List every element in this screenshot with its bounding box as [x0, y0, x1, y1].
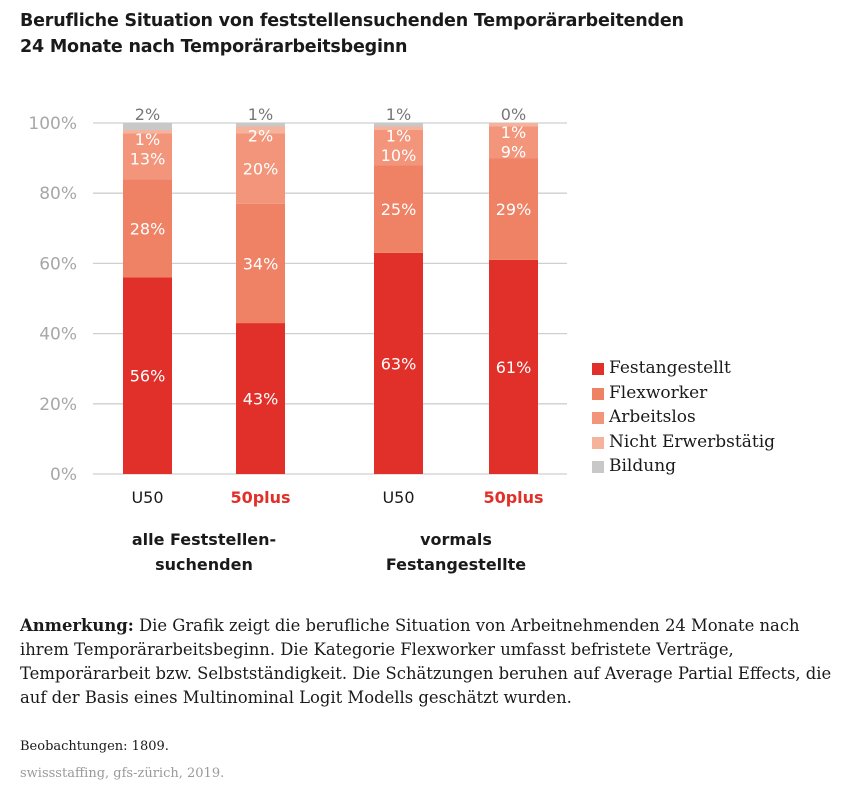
legend-item: Bildung: [592, 454, 775, 479]
bars: [123, 123, 538, 474]
legend-item: Flexworker: [592, 381, 775, 406]
bar-segment-bildung: [236, 123, 285, 127]
legend-swatch: [592, 461, 604, 474]
data-label: 1%: [386, 127, 411, 146]
legend-swatch: [592, 436, 604, 449]
data-label: 43%: [243, 390, 279, 409]
bar-segment-arbeitslos: [489, 126, 538, 159]
legend-label: Bildung: [609, 456, 677, 477]
source-credit: swissstaffing, gfs-zürich, 2019.: [20, 766, 225, 781]
legend-label: Nicht Erwerbstätig: [609, 431, 776, 452]
bar-segment-nicht-erwerbstätig: [236, 126, 285, 134]
y-tick-label: 20%: [39, 395, 77, 415]
bar-segment-arbeitslos: [123, 133, 172, 180]
x-axis-labels: U50 50plus U50 50plus alle Feststellen-suche…: [131, 488, 543, 574]
legend-item: Arbeitslos: [592, 405, 775, 430]
x-category-label: U50: [131, 488, 163, 507]
bar-segment-flexworker: [236, 203, 285, 324]
bar-segment-nicht-erwerbstätig: [489, 123, 538, 127]
data-label: 56%: [130, 367, 166, 386]
bar-segment-bildung: [123, 123, 172, 131]
note-text: Die Grafik zeigt die berufliche Situatio…: [20, 616, 832, 707]
data-label: 10%: [381, 146, 417, 165]
data-label: 9%: [501, 143, 526, 162]
legend-item: Nicht Erwerbstätig: [592, 430, 775, 455]
x-category-label: U50: [382, 488, 414, 507]
bar-segment-arbeitslos: [374, 130, 423, 166]
bar-segment-flexworker: [489, 158, 538, 260]
legend-label: Arbeitslos: [609, 407, 696, 428]
data-label: 0%: [501, 105, 526, 124]
legend-item: Festangestellt: [592, 356, 775, 381]
y-tick-label: 100%: [28, 114, 77, 134]
y-tick-label: 40%: [39, 325, 77, 345]
data-label: 20%: [243, 160, 279, 179]
data-label: 34%: [243, 254, 279, 273]
y-tick-label: 80%: [39, 184, 77, 204]
legend-swatch: [592, 363, 604, 376]
x-group-label-line2: Festangestellte: [386, 555, 526, 574]
legend-swatch: [592, 387, 604, 400]
y-tick-label: 0%: [50, 465, 77, 485]
data-label: 1%: [501, 123, 526, 142]
data-label: 25%: [381, 200, 417, 219]
note-label: Anmerkung:: [20, 616, 134, 635]
data-label: 29%: [496, 200, 532, 219]
bar-segment-flexworker: [374, 165, 423, 253]
legend-label: Festangestellt: [609, 358, 731, 379]
data-label: 61%: [496, 358, 532, 377]
data-label: 13%: [130, 150, 166, 169]
x-group-label-line1: alle Feststellen-: [132, 530, 276, 549]
data-labels: 56%28%13%1%2%43%34%20%2%1%63%25%10%1%1%6…: [130, 105, 532, 409]
data-label: 2%: [248, 127, 273, 146]
data-label: 1%: [386, 105, 411, 124]
data-label: 1%: [248, 105, 273, 124]
chart-title-line2: 24 Monate nach Temporärarbeitsbeginn: [20, 37, 408, 57]
bar-segment-flexworker: [123, 179, 172, 278]
bar-segment-festangestellt: [123, 277, 172, 474]
bar-segment-nicht-erwerbstätig: [374, 126, 423, 131]
legend-swatch: [592, 412, 604, 425]
y-tick-label: 60%: [39, 254, 77, 274]
chart-title-line1: Berufliche Situation von feststellensuch…: [20, 11, 684, 31]
bar-segment-festangestellt: [489, 259, 538, 474]
x-category-label: 50plus: [483, 488, 543, 507]
bar-segment-bildung: [374, 123, 423, 127]
stacked-bar-chart: 0%20%40%60%80%100% 56%28%13%1%2%43%34%20…: [28, 105, 567, 574]
data-label: 63%: [381, 354, 417, 373]
y-axis-ticks: 0% 20% 40% 60% 80% 100%: [28, 114, 77, 485]
legend-label: Flexworker: [609, 382, 708, 403]
annotation-note: Anmerkung: Die Grafik zeigt die beruflic…: [20, 614, 840, 710]
observations-count: Beobachtungen: 1809.: [20, 739, 169, 754]
chart-title: Berufliche Situation von feststellensuch…: [20, 8, 684, 60]
data-label: 2%: [135, 105, 160, 124]
x-group-label-line1: vormals: [420, 530, 492, 549]
bar-segment-nicht-erwerbstätig: [123, 130, 172, 134]
bar-segment-festangestellt: [374, 252, 423, 474]
bar-segment-festangestellt: [236, 323, 285, 474]
x-category-label: 50plus: [230, 488, 290, 507]
legend: Festangestellt Flexworker Arbeitslos Nicht …: [592, 356, 775, 479]
x-group-label-line2: suchenden: [155, 555, 253, 574]
data-label: 28%: [130, 219, 166, 238]
data-label: 1%: [135, 130, 160, 149]
bar-segment-arbeitslos: [236, 133, 285, 204]
